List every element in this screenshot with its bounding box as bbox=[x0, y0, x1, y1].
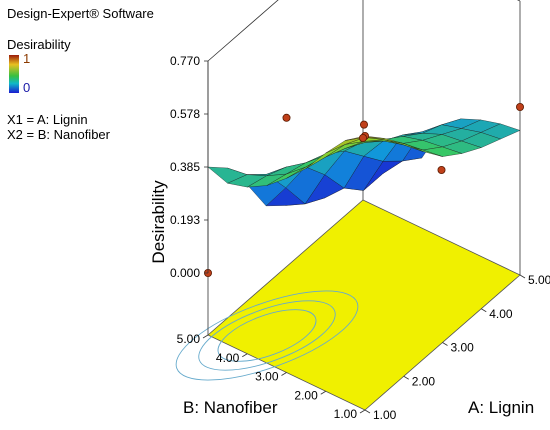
x-tick bbox=[364, 409, 371, 414]
software-label: Design-Expert® Software bbox=[7, 6, 154, 21]
y-tick bbox=[359, 409, 366, 414]
frame-top-edge bbox=[207, 0, 521, 62]
y-tick-label: 1.00 bbox=[334, 407, 358, 421]
design-point bbox=[358, 133, 367, 142]
x-tick bbox=[481, 308, 487, 313]
design-point bbox=[359, 120, 368, 129]
factor-x1-label: X1 = A: Lignin bbox=[7, 112, 88, 127]
z-tick-label: 0.000 bbox=[170, 266, 200, 280]
y-tick bbox=[202, 334, 209, 339]
factor-x2-label: X2 = B: Nanofiber bbox=[7, 127, 110, 142]
y-tick bbox=[281, 372, 287, 376]
x-tick bbox=[519, 274, 526, 279]
z-tick-label: 0.578 bbox=[170, 107, 200, 121]
floor-contour-line bbox=[217, 309, 317, 362]
x-axis-title: A: Lignin bbox=[468, 398, 534, 417]
x-tick bbox=[403, 375, 409, 380]
x-tick-label: 1.00 bbox=[373, 408, 397, 422]
legend-min-label: 0 bbox=[23, 80, 31, 95]
z-tick-label: 0.193 bbox=[170, 213, 200, 227]
z-tick-label: 0.385 bbox=[170, 160, 200, 174]
z-tick-label: 0.770 bbox=[170, 54, 200, 68]
design-point bbox=[437, 165, 446, 174]
y-tick-label: 5.00 bbox=[177, 332, 201, 346]
floor-contour-line bbox=[198, 300, 336, 371]
x-tick-label: 2.00 bbox=[412, 374, 436, 388]
x-tick-label: 3.00 bbox=[451, 341, 475, 355]
design-point bbox=[282, 113, 291, 122]
x-tick-label: 4.00 bbox=[489, 307, 513, 321]
z-axis-title: Desirability bbox=[149, 180, 168, 264]
design-point bbox=[516, 103, 525, 112]
floor-contour-line bbox=[175, 290, 359, 381]
y-tick bbox=[320, 390, 326, 395]
legend-max-label: 1 bbox=[23, 51, 31, 66]
x-tick bbox=[442, 342, 448, 346]
y-axis-title: B: Nanofiber bbox=[183, 398, 278, 417]
y-tick-label: 2.00 bbox=[294, 388, 318, 402]
legend-title: Desirability bbox=[7, 37, 71, 52]
legend-color-bar bbox=[9, 55, 19, 93]
x-tick-label: 5.00 bbox=[528, 273, 550, 287]
y-tick-label: 4.00 bbox=[216, 351, 240, 365]
y-tick bbox=[242, 353, 248, 358]
y-tick-label: 3.00 bbox=[255, 370, 279, 384]
